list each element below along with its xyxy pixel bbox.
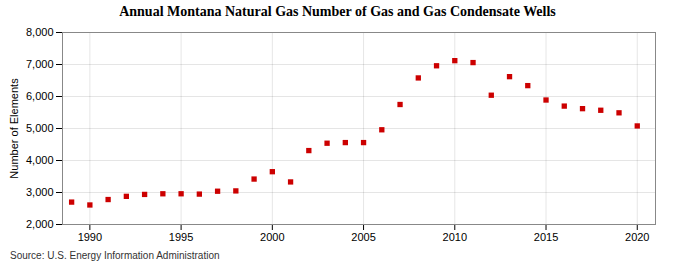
svg-text:8,000: 8,000 xyxy=(26,26,54,38)
svg-text:7,000: 7,000 xyxy=(26,58,54,70)
html-text:Annual Montana Natural Gas Num: Annual Montana Natural Gas Number of Gas… xyxy=(119,4,556,19)
svg-text:4,000: 4,000 xyxy=(26,154,54,166)
svg-text:2000: 2000 xyxy=(260,231,284,243)
svg-text:1990: 1990 xyxy=(78,231,102,243)
svg-text:1995: 1995 xyxy=(169,231,193,243)
svg-text:2020: 2020 xyxy=(625,231,649,243)
svg-text:Number of Elements: Number of Elements xyxy=(8,78,20,179)
svg-text:2015: 2015 xyxy=(534,231,558,243)
svg-text:2,000: 2,000 xyxy=(26,218,54,230)
html-text:Source: U.S. Energy Informatio: Source: U.S. Energy Information Administ… xyxy=(10,250,220,261)
svg-text:5,000: 5,000 xyxy=(26,122,54,134)
svg-text:3,000: 3,000 xyxy=(26,186,54,198)
svg-text:2010: 2010 xyxy=(443,231,467,243)
svg-text:6,000: 6,000 xyxy=(26,90,54,102)
svg-text:2005: 2005 xyxy=(351,231,375,243)
